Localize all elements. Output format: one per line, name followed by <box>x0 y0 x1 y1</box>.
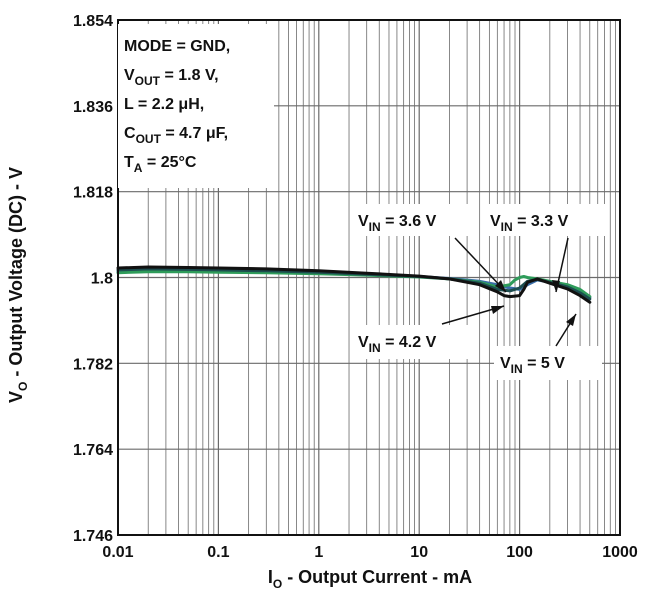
x-tick-label: 1000 <box>602 544 638 561</box>
legend-vin-3.6-pointer <box>454 237 507 293</box>
y-tick-label: 1.782 <box>73 356 113 373</box>
y-tick-label: 1.746 <box>73 528 113 545</box>
plot-frame <box>117 19 621 536</box>
legend-vin-5-label: VIN = 5 V <box>500 355 565 376</box>
x-tick-label: 0.1 <box>207 544 229 561</box>
legend-vin-3.3: VIN = 3.3 V <box>484 204 606 293</box>
condition-vout: VOUT = 1.8 V, <box>124 67 219 88</box>
legend-vin-3.6-label: VIN = 3.6 V <box>358 213 437 234</box>
x-axis-label-sub: O <box>273 577 282 590</box>
x-axis-label: IO - Output Current - mA <box>268 567 472 590</box>
legend-vin-3.6-arrowhead <box>495 280 506 292</box>
legend-vin-5-arrowhead <box>566 314 576 326</box>
condition-cout: COUT = 4.7 μF, <box>124 125 228 146</box>
y-axis-label-sub: O <box>16 382 30 391</box>
y-tick-label: 1.836 <box>73 99 113 116</box>
condition-inductance: L = 2.2 μH, <box>124 96 204 113</box>
legend-vin-3.3-label: VIN = 3.3 V <box>490 213 569 234</box>
legend-vin-5: VIN = 5 V <box>494 313 602 380</box>
y-tick-label: 1.818 <box>73 185 113 202</box>
series-line-5v <box>116 265 592 304</box>
x-tick-label: 100 <box>506 544 533 561</box>
condition-ta: TA = 25°C <box>124 154 197 175</box>
legend-vin-4.2-label: VIN = 4.2 V <box>358 334 437 355</box>
x-tick-label: 10 <box>410 544 428 561</box>
legend-vin-4.2-arrowhead <box>491 306 504 314</box>
x-tick-label: 0.01 <box>102 544 133 561</box>
condition-mode: MODE = GND, <box>124 38 230 55</box>
tick-labels: 0.01 0.1 1 10 100 1000 1.746 1.764 1.782 1.8 1.818… <box>73 13 638 561</box>
y-tick-label: 1.854 <box>73 13 113 30</box>
legend-vin-3.6: VIN = 3.6 V <box>352 204 507 293</box>
y-tick-label: 1.8 <box>91 271 113 288</box>
y-tick-label: 1.764 <box>73 442 113 459</box>
conditions-box-bg <box>118 24 274 188</box>
y-axis-label: VO - Output Voltage (DC) - V <box>6 167 30 403</box>
legend-vin-4.2: VIN = 4.2 V <box>352 305 505 359</box>
legend-vin-3.3-arrowhead <box>552 280 560 292</box>
x-tick-label: 1 <box>314 544 323 561</box>
conditions-box: MODE = GND, VOUT = 1.8 V, L = 2.2 μH, CO… <box>118 24 274 188</box>
